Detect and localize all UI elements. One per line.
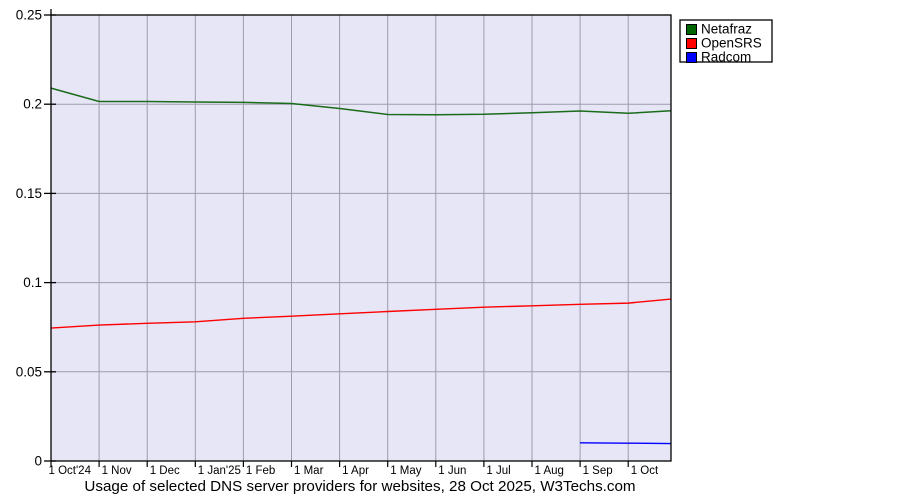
svg-text:0.25: 0.25 [16,8,42,23]
svg-text:1 Mar: 1 Mar [294,465,324,477]
svg-text:Netafraz: Netafraz [701,22,752,37]
svg-text:0.2: 0.2 [23,97,42,112]
svg-text:1 Dec: 1 Dec [150,465,180,477]
svg-text:1 Jan'25: 1 Jan'25 [198,465,241,477]
svg-text:0.05: 0.05 [16,364,42,379]
svg-text:1 Jul: 1 Jul [486,465,510,477]
svg-text:1 Oct: 1 Oct [631,465,659,477]
svg-text:1 Nov: 1 Nov [102,465,132,477]
svg-text:1 Oct'24: 1 Oct'24 [49,465,92,477]
svg-text:1 Feb: 1 Feb [246,465,275,477]
svg-text:Radcom: Radcom [701,50,751,65]
svg-text:1 May: 1 May [390,465,422,477]
svg-text:1 Sep: 1 Sep [583,465,613,477]
svg-text:0: 0 [34,454,42,469]
svg-text:Usage of selected DNS server p: Usage of selected DNS server providers f… [84,478,635,495]
svg-text:OpenSRS: OpenSRS [701,36,762,51]
svg-text:1 Aug: 1 Aug [535,465,564,477]
svg-text:1 Jun: 1 Jun [438,465,466,477]
svg-text:0.15: 0.15 [16,186,42,201]
svg-text:0.1: 0.1 [23,275,42,290]
svg-text:1 Apr: 1 Apr [342,465,369,477]
